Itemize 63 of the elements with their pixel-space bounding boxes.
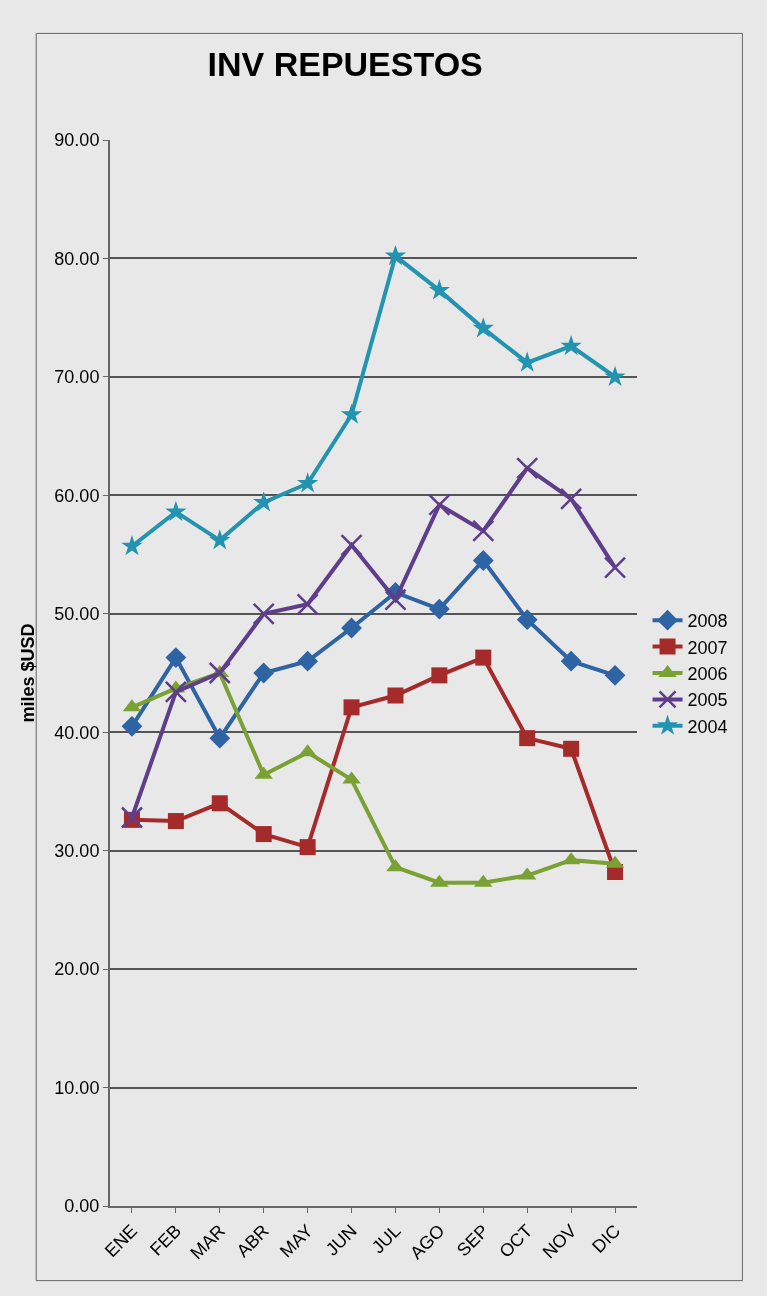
y-tick-label: 50.00	[54, 604, 100, 625]
point	[472, 317, 494, 338]
y-tick-label: 30.00	[54, 840, 100, 861]
point	[604, 365, 626, 386]
point	[431, 667, 448, 684]
point	[604, 664, 626, 686]
y-tick-label: 20.00	[54, 959, 100, 980]
point	[208, 661, 232, 685]
point	[165, 647, 187, 668]
point	[167, 813, 184, 830]
y-tick-label: 70.00	[54, 367, 100, 388]
point	[296, 593, 319, 616]
point	[121, 535, 143, 556]
y-axis-title: miles $USD	[18, 623, 39, 723]
legend-label: 2008	[687, 611, 728, 632]
point	[253, 491, 275, 512]
y-tick-label: 80.00	[54, 248, 100, 269]
point	[297, 650, 319, 672]
legend-label: 2005	[687, 690, 728, 711]
x-tick-label: JUL	[367, 1220, 405, 1258]
point	[603, 556, 627, 579]
point	[384, 244, 407, 266]
point	[341, 617, 362, 639]
legend-label: 2006	[687, 664, 728, 685]
point	[515, 456, 539, 480]
point	[563, 740, 580, 757]
point	[120, 806, 144, 829]
point	[209, 727, 231, 749]
point	[516, 609, 538, 631]
point	[559, 487, 583, 511]
point	[299, 839, 316, 856]
point	[165, 500, 187, 521]
point	[428, 493, 451, 517]
point	[428, 598, 450, 620]
point	[252, 602, 275, 626]
point	[560, 650, 582, 672]
point	[384, 588, 407, 611]
point	[472, 519, 495, 543]
point	[164, 680, 188, 704]
x-tick-label: DIC	[588, 1220, 625, 1257]
point	[519, 730, 536, 747]
point	[387, 687, 404, 704]
point	[560, 334, 582, 356]
point	[121, 715, 143, 737]
point	[475, 649, 492, 666]
y-tick-label: 90.00	[54, 130, 100, 151]
point	[209, 529, 231, 550]
y-tick-label: 40.00	[54, 722, 100, 743]
point	[253, 662, 275, 684]
y-tick-label: 0.00	[64, 1196, 100, 1217]
point	[340, 403, 363, 424]
point	[296, 472, 319, 493]
point	[343, 699, 360, 716]
point	[211, 795, 228, 812]
chart-title: INV REPUESTOS	[207, 44, 483, 83]
point	[472, 550, 494, 571]
point	[340, 533, 363, 557]
y-tick-label: 60.00	[54, 485, 100, 506]
legend-label: 2007	[687, 637, 728, 658]
point	[255, 826, 272, 843]
point	[428, 279, 451, 300]
legend-label: 2004	[687, 716, 728, 737]
y-tick-label: 10.00	[54, 1077, 100, 1098]
